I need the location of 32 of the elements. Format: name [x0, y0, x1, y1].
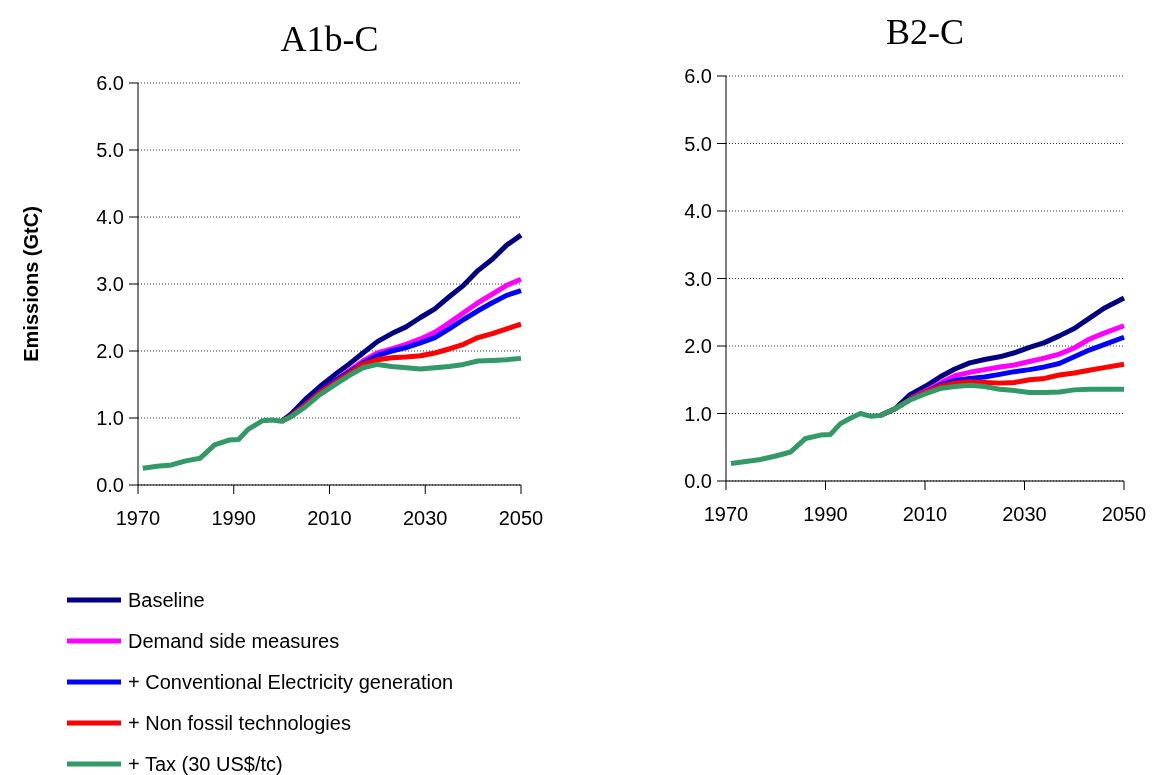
- y-tick-label: 4.0: [96, 206, 124, 228]
- y-tick-label: 1.0: [96, 407, 124, 429]
- legend-label: + Tax (30 US$/tc): [128, 753, 283, 775]
- legend-label: Demand side measures: [128, 630, 340, 652]
- x-tick-label: 1990: [211, 507, 256, 529]
- x-tick-label: 2010: [307, 507, 352, 529]
- x-tick-label: 2050: [1101, 503, 1147, 525]
- y-tick-label: 2.0: [684, 335, 712, 357]
- x-tick-label: 1990: [803, 503, 848, 525]
- y-tick-label: 3.0: [96, 273, 124, 295]
- x-tick-label: 2050: [498, 507, 544, 529]
- y-tick-label: 3.0: [684, 267, 712, 290]
- chart-title: B2-C: [885, 12, 965, 52]
- y-tick-label: 4.0: [684, 200, 712, 222]
- x-tick-label: 1970: [703, 503, 749, 525]
- y-tick-label: 2.0: [96, 340, 124, 362]
- y-tick-label: 0.0: [684, 470, 712, 492]
- y-tick-label: 1.0: [684, 402, 712, 425]
- x-tick-label: 2010: [902, 503, 948, 525]
- legend-label: + Non fossil technologies: [128, 712, 351, 734]
- y-tick-label: 6.0: [684, 65, 712, 87]
- chart-title: A1b-C: [280, 19, 379, 59]
- y-axis-title: Emissions (GtC): [20, 206, 42, 362]
- y-tick-label: 5.0: [684, 132, 712, 155]
- y-tick-label: 6.0: [96, 72, 124, 94]
- legend-label: Baseline: [128, 589, 205, 611]
- legend-label: + Conventional Electricity generation: [128, 671, 454, 693]
- x-tick-label: 2030: [1002, 503, 1047, 525]
- x-tick-label: 1970: [115, 507, 161, 529]
- y-tick-label: 5.0: [96, 139, 124, 161]
- x-tick-label: 2030: [403, 507, 448, 529]
- y-tick-label: 0.0: [96, 474, 124, 496]
